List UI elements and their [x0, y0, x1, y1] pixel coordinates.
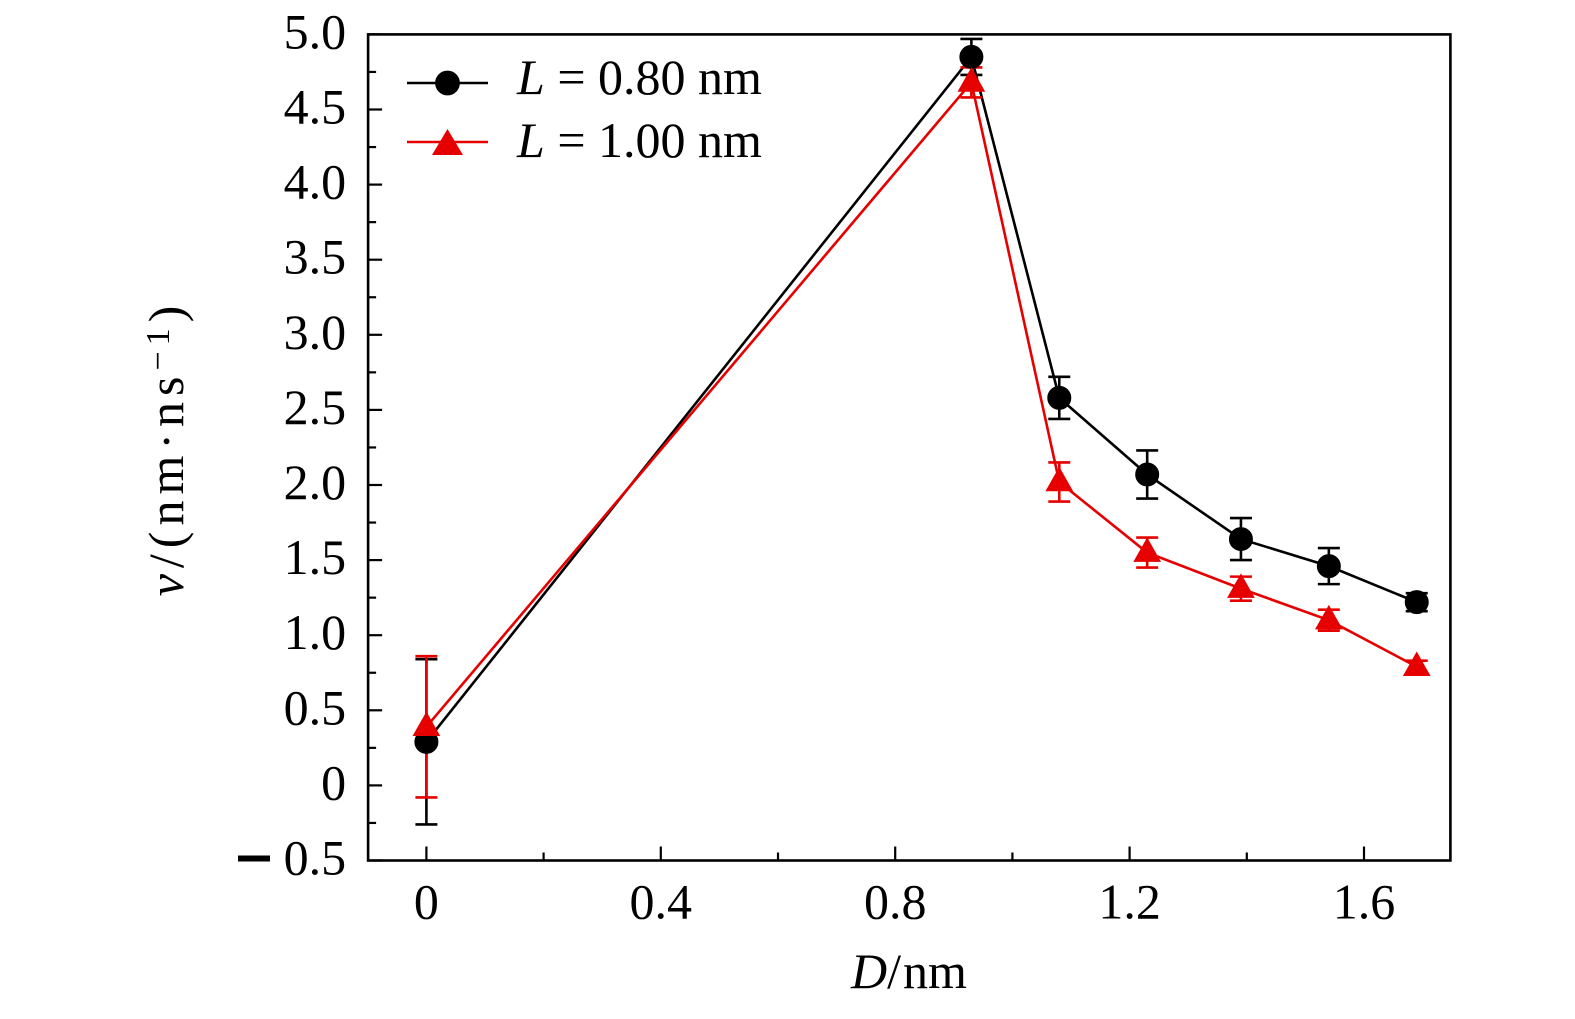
svg-text:4.0: 4.0 — [284, 154, 347, 210]
svg-text:1.6: 1.6 — [1333, 874, 1396, 930]
svg-text:0.5: 0.5 — [284, 830, 347, 886]
svg-text:L = 0.80 nm: L = 0.80 nm — [516, 49, 762, 105]
svg-text:2.0: 2.0 — [284, 454, 347, 510]
svg-text:D/nm: D/nm — [850, 943, 967, 999]
svg-text:2.5: 2.5 — [284, 379, 347, 435]
svg-text:0: 0 — [414, 874, 439, 930]
svg-text:4.5: 4.5 — [284, 79, 347, 135]
svg-text:0.8: 0.8 — [864, 874, 927, 930]
svg-text:0: 0 — [321, 754, 346, 810]
svg-text:0.4: 0.4 — [630, 874, 693, 930]
svg-text:1.2: 1.2 — [1098, 874, 1161, 930]
svg-text:1.0: 1.0 — [284, 604, 347, 660]
svg-text:L = 1.00 nm: L = 1.00 nm — [516, 112, 762, 168]
svg-text:3.0: 3.0 — [284, 304, 347, 360]
svg-text:3.5: 3.5 — [284, 229, 347, 285]
svg-text:1.5: 1.5 — [284, 529, 347, 585]
svg-text:0.5: 0.5 — [284, 679, 347, 735]
svg-text:5.0: 5.0 — [284, 3, 347, 59]
